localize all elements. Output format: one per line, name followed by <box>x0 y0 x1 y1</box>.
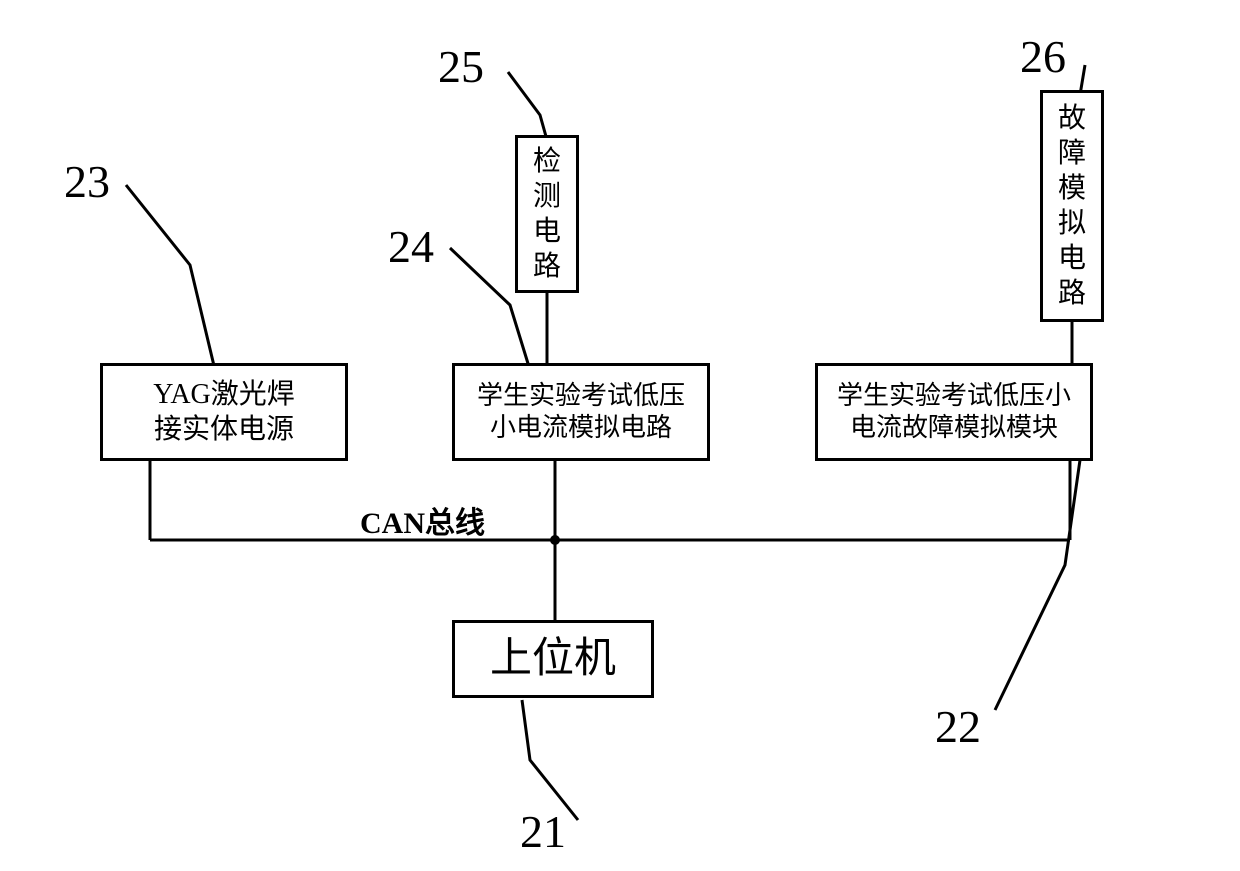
ref-24: 24 <box>388 220 434 273</box>
node-label: 故障模拟电路 <box>1058 101 1086 311</box>
ref-label: 21 <box>520 806 566 857</box>
ref-25: 25 <box>438 40 484 93</box>
node-host-computer: 上位机 <box>452 620 654 698</box>
bus-label: CAN总线 <box>360 498 485 542</box>
node-label: 上位机 <box>490 633 616 686</box>
ref-23: 23 <box>64 155 110 208</box>
ref-label: 22 <box>935 701 981 752</box>
node-student-sim: 学生实验考试低压小电流模拟电路 <box>452 363 710 461</box>
ref-21: 21 <box>520 805 566 858</box>
ref-label: 24 <box>388 221 434 272</box>
node-label: 学生实验考试低压小电流模拟电路 <box>477 380 685 445</box>
ref-26: 26 <box>1020 30 1066 83</box>
node-fault-sim-circuit: 故障模拟电路 <box>1040 90 1104 322</box>
node-fault-module: 学生实验考试低压小电流故障模拟模块 <box>815 363 1093 461</box>
bus-label-text: CAN总线 <box>360 507 485 540</box>
ref-label: 26 <box>1020 31 1066 82</box>
node-label: YAG激光焊接实体电源 <box>153 377 295 447</box>
ref-22: 22 <box>935 700 981 753</box>
ref-label: 25 <box>438 41 484 92</box>
ref-label: 23 <box>64 156 110 207</box>
node-label: 学生实验考试低压小电流故障模拟模块 <box>837 380 1071 445</box>
node-detect-circuit: 检测电路 <box>515 135 579 293</box>
node-label: 检测电路 <box>533 144 561 284</box>
node-yag-power: YAG激光焊接实体电源 <box>100 363 348 461</box>
